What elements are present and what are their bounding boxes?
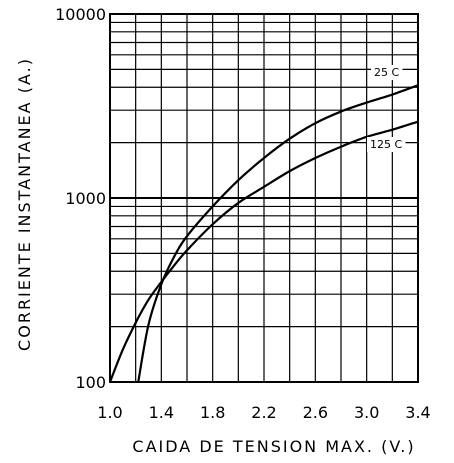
x-axis-label: CAIDA DE TENSION MAX. (V.): [132, 437, 415, 456]
y-axis-label: CORRIENTE INSTANTANEA (A.): [15, 57, 34, 351]
y-tick-labels: 100 1000 10000: [55, 5, 106, 392]
x-tick-label: 3.4: [405, 403, 430, 422]
series-lines: 25 C 125 C: [108, 65, 419, 383]
x-tick-label: 2.6: [303, 403, 328, 422]
y-tick-label: 100: [75, 373, 106, 392]
x-tick-labels: 1.0 1.4 1.8 2.2 2.6 3.0 3.4: [97, 403, 430, 422]
series-label-0: 25 C: [374, 66, 399, 79]
x-tick-label: 2.2: [251, 403, 276, 422]
x-tick-label: 3.0: [354, 403, 379, 422]
series-label-1: 125 C: [370, 138, 402, 151]
y-tick-label: 1000: [65, 189, 106, 208]
y-tick-label: 10000: [55, 5, 106, 24]
x-tick-label: 1.0: [97, 403, 122, 422]
series-line-1: [108, 120, 419, 383]
x-tick-label: 1.4: [149, 403, 174, 422]
plot-frame: [109, 13, 419, 383]
x-tick-label: 1.8: [200, 403, 225, 422]
series-label-background: [367, 137, 406, 152]
series-label-background: [371, 65, 403, 80]
series-line-0: [137, 84, 419, 383]
